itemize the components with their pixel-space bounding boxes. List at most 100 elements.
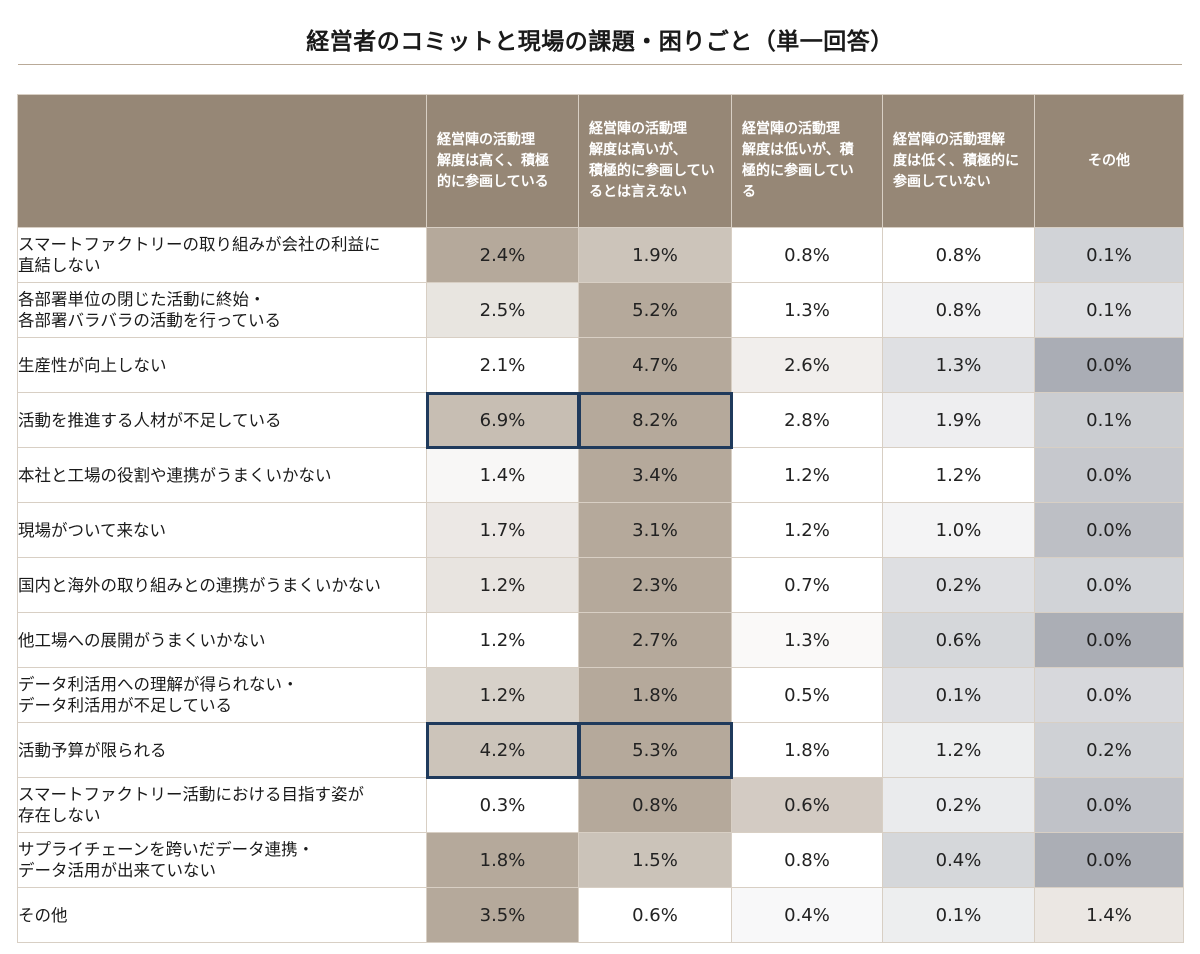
row-label: 各部署単位の閉じた活動に終始・ 各部署バラバラの活動を行っている (17, 282, 427, 338)
value-cell: 1.8% (426, 832, 579, 888)
row-label-line: データ活用が出来ていない (18, 861, 216, 880)
row-label-line: 存在しない (18, 806, 101, 825)
row-label: スマートファクトリー活動における目指す姿が 存在しない (17, 777, 427, 833)
table-row: スマートファクトリー活動における目指す姿が 存在しない 0.3% 0.8% 0.6% 0.… (17, 777, 1184, 833)
column-header-3: 経営陣の活動理 解度は低いが、積 極的に参画している (731, 94, 883, 228)
column-header-line: 経営陣の活動理 (589, 121, 687, 137)
column-header-line: 解度は高く、積極 (437, 152, 549, 169)
value-cell: 3.1% (578, 502, 732, 558)
row-label: スマートファクトリーの取り組みが会社の利益に 直結しない (17, 227, 427, 283)
row-label-line: スマートファクトリー活動における目指す姿が (18, 785, 365, 804)
column-header-line: その他 (1088, 152, 1130, 169)
value-cell: 0.0% (1034, 612, 1184, 668)
row-label-line: データ利活用への理解が得られない・ (18, 675, 299, 694)
value-cell: 0.4% (731, 887, 883, 943)
value-cell: 0.2% (882, 777, 1035, 833)
row-label-line: 国内と海外の取り組みとの連携がうまくいかない (18, 575, 381, 595)
value-cell: 5.2% (578, 282, 732, 338)
column-header-1: 経営陣の活動理 解度は高く、積極 的に参画している (426, 94, 579, 228)
row-label-line: データ利活用が不足している (18, 696, 233, 715)
table-row: その他 3.5% 0.6% 0.4% 0.1% 1.4% (17, 887, 1184, 943)
table-row: 活動予算が限られる 4.2% 5.3% 1.8% 1.2% 0.2% (17, 721, 1184, 779)
value-cell: 6.9% (425, 391, 580, 449)
column-header-line: 解度は高いが、 (589, 142, 687, 158)
value-cell: 0.1% (1034, 392, 1184, 448)
value-cell: 4.2% (425, 721, 580, 779)
row-label-line: 生産性が向上しない (18, 355, 167, 375)
value-cell: 0.8% (882, 227, 1035, 283)
value-cell: 0.0% (1034, 777, 1184, 833)
row-label: その他 (17, 887, 427, 943)
row-label: 国内と海外の取り組みとの連携がうまくいかない (17, 557, 427, 613)
header-corner (17, 94, 427, 228)
row-label-line: 現場がついて来ない (18, 520, 167, 540)
table-row: データ利活用への理解が得られない・ データ利活用が不足している 1.2% 1.8% 0.… (17, 667, 1184, 723)
value-cell: 0.6% (578, 887, 732, 943)
row-label-line: 活動を推進する人材が不足している (18, 410, 282, 430)
table-row: 現場がついて来ない 1.7% 3.1% 1.2% 1.0% 0.0% (17, 502, 1184, 558)
row-label-line: 本社と工場の役割や連携がうまくいかない (18, 465, 332, 485)
table-body: スマートファクトリーの取り組みが会社の利益に 直結しない 2.4% 1.9% 0.8% 0… (17, 227, 1184, 943)
value-cell: 2.4% (426, 227, 579, 283)
value-cell: 0.8% (882, 282, 1035, 338)
value-cell: 0.8% (578, 777, 732, 833)
value-cell: 0.0% (1034, 502, 1184, 558)
column-header-line: る (742, 184, 756, 200)
value-cell: 0.6% (882, 612, 1035, 668)
column-header-line: 参画していない (893, 173, 991, 190)
row-label: 他工場への展開がうまくいかない (17, 612, 427, 668)
value-cell: 1.2% (882, 722, 1035, 778)
row-label: サプライチェーンを跨いだデータ連携・ データ活用が出来ていない (17, 832, 427, 888)
value-cell: 4.7% (578, 337, 732, 393)
table-row: 各部署単位の閉じた活動に終始・ 各部署バラバラの活動を行っている 2.5% 5.2% 1… (17, 282, 1184, 338)
header-row: 経営陣の活動理 解度は高く、積極 的に参画している 経営陣の活動理 解度は高いが、 積極的… (17, 94, 1184, 228)
value-cell: 0.1% (1034, 227, 1184, 283)
value-cell: 0.1% (882, 667, 1035, 723)
value-cell: 0.0% (1034, 447, 1184, 503)
value-cell: 2.1% (426, 337, 579, 393)
column-header-line: 経営陣の活動理 (742, 121, 840, 137)
value-cell: 2.5% (426, 282, 579, 338)
column-header-line: 解度は低いが、積 (742, 142, 854, 158)
value-cell: 1.5% (578, 832, 732, 888)
row-label: データ利活用への理解が得られない・ データ利活用が不足している (17, 667, 427, 723)
column-header-line: 積極的に参画してい (589, 163, 715, 179)
value-cell: 1.2% (731, 502, 883, 558)
column-header-line: 経営陣の活動理 (437, 131, 535, 148)
heatmap-table: 経営陣の活動理 解度は高く、積極 的に参画している 経営陣の活動理 解度は高いが、 積極的… (17, 94, 1184, 943)
chart-title: 経営者のコミットと現場の課題・困りごと（単一回答） (306, 29, 894, 55)
value-cell: 2.3% (578, 557, 732, 613)
table-row: 他工場への展開がうまくいかない 1.2% 2.7% 1.3% 0.6% 0.0% (17, 612, 1184, 668)
value-cell: 0.1% (882, 887, 1035, 943)
row-label: 現場がついて来ない (17, 502, 427, 558)
column-header-line: 度は低く、積極的に (893, 152, 1019, 169)
table-row: 活動を推進する人材が不足している 6.9% 8.2% 2.8% 1.9% 0.1% (17, 391, 1184, 449)
table-row: 生産性が向上しない 2.1% 4.7% 2.6% 1.3% 0.0% (17, 337, 1184, 393)
row-label-line: 各部署単位の閉じた活動に終始・ (18, 290, 266, 309)
value-cell: 8.2% (577, 391, 733, 449)
title-divider (18, 64, 1182, 65)
row-label-line: その他 (18, 905, 68, 925)
value-cell: 0.5% (731, 667, 883, 723)
table-row: 本社と工場の役割や連携がうまくいかない 1.4% 3.4% 1.2% 1.2% 0.0% (17, 447, 1184, 503)
value-cell: 1.9% (882, 392, 1035, 448)
value-cell: 1.2% (426, 557, 579, 613)
value-cell: 1.8% (731, 722, 883, 778)
value-cell: 5.3% (577, 721, 733, 779)
row-label: 活動を推進する人材が不足している (17, 392, 427, 448)
row-label-line: スマートファクトリーの取り組みが会社の利益に (18, 235, 381, 254)
row-label: 活動予算が限られる (17, 722, 427, 778)
table-row: 国内と海外の取り組みとの連携がうまくいかない 1.2% 2.3% 0.7% 0.2% 0.… (17, 557, 1184, 613)
column-header-5: その他 (1034, 94, 1184, 228)
value-cell: 0.7% (731, 557, 883, 613)
value-cell: 0.6% (731, 777, 883, 833)
value-cell: 0.2% (1034, 722, 1184, 778)
table-row: サプライチェーンを跨いだデータ連携・ データ活用が出来ていない 1.8% 1.5% 0.… (17, 832, 1184, 888)
value-cell: 0.0% (1034, 557, 1184, 613)
value-cell: 1.3% (731, 612, 883, 668)
value-cell: 1.4% (1034, 887, 1184, 943)
value-cell: 1.4% (426, 447, 579, 503)
value-cell: 3.4% (578, 447, 732, 503)
value-cell: 1.3% (731, 282, 883, 338)
value-cell: 1.2% (731, 447, 883, 503)
